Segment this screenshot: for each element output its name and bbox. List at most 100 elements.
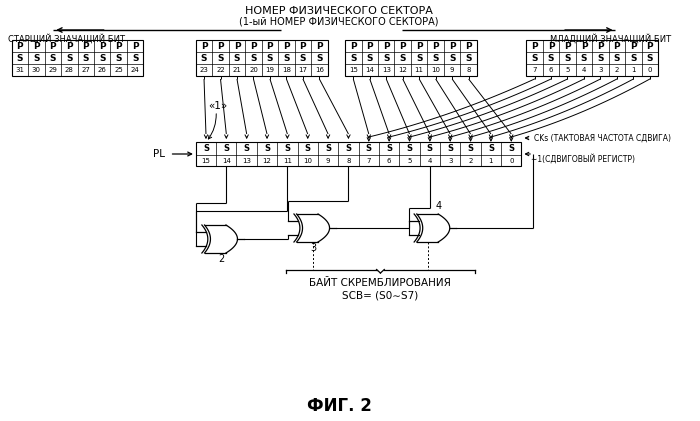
Text: S: S — [223, 144, 230, 153]
Text: СТАРШИЙ ЗНАЧАЩИЙ БИТ: СТАРШИЙ ЗНАЧАЩИЙ БИТ — [8, 34, 125, 44]
Text: S: S — [350, 53, 356, 62]
Text: S: S — [300, 53, 306, 62]
Text: 22: 22 — [216, 67, 225, 73]
Text: 12: 12 — [262, 157, 272, 163]
Text: P: P — [50, 42, 56, 51]
Text: 6: 6 — [387, 157, 391, 163]
Text: S: S — [427, 144, 433, 153]
Text: S: S — [345, 144, 351, 153]
Text: ∼1(СДВИГОВЫЙ РЕГИСТР): ∼1(СДВИГОВЫЙ РЕГИСТР) — [531, 154, 635, 163]
Text: P: P — [283, 42, 290, 51]
Text: S: S — [581, 53, 587, 62]
Text: P: P — [647, 42, 653, 51]
Text: S: S — [468, 144, 474, 153]
Text: 3: 3 — [448, 157, 452, 163]
Text: P: P — [116, 42, 122, 51]
Text: P: P — [383, 42, 390, 51]
Text: S: S — [325, 144, 331, 153]
Text: S: S — [531, 53, 538, 62]
Text: S: S — [366, 144, 372, 153]
Text: S: S — [250, 53, 257, 62]
Text: P: P — [581, 42, 587, 51]
Text: PL: PL — [153, 149, 164, 159]
Text: 2: 2 — [218, 254, 224, 264]
Text: 18: 18 — [282, 67, 291, 73]
Text: БАЙТ СКРЕМБЛИРОВАНИЯ: БАЙТ СКРЕМБЛИРОВАНИЯ — [309, 278, 452, 288]
Bar — [12, 40, 144, 76]
Text: S: S — [630, 53, 637, 62]
Text: P: P — [316, 42, 323, 51]
Text: S: S — [116, 53, 122, 62]
Text: P: P — [217, 42, 224, 51]
Text: 11: 11 — [283, 157, 292, 163]
Text: P: P — [547, 42, 554, 51]
Text: S: S — [433, 53, 439, 62]
Text: S: S — [284, 144, 290, 153]
Text: 21: 21 — [232, 67, 241, 73]
Text: 29: 29 — [48, 67, 57, 73]
Text: 4: 4 — [428, 157, 432, 163]
Text: P: P — [449, 42, 456, 51]
Text: S: S — [217, 53, 224, 62]
Text: 13: 13 — [242, 157, 251, 163]
Text: S: S — [447, 144, 453, 153]
Text: S: S — [647, 53, 653, 62]
Text: (1-ый НОМЕР ФИЗИЧЕСКОГО СЕКТОРА): (1-ый НОМЕР ФИЗИЧЕСКОГО СЕКТОРА) — [239, 16, 439, 26]
Text: 16: 16 — [315, 67, 324, 73]
Text: 1: 1 — [489, 157, 493, 163]
Text: P: P — [99, 42, 106, 51]
Text: S: S — [244, 144, 250, 153]
Text: P: P — [234, 42, 240, 51]
Bar — [526, 40, 658, 76]
Text: «1»: «1» — [209, 101, 228, 111]
Text: 15: 15 — [349, 67, 358, 73]
Text: 9: 9 — [326, 157, 330, 163]
Text: S: S — [597, 53, 603, 62]
Text: 24: 24 — [131, 67, 139, 73]
Text: P: P — [614, 42, 620, 51]
Text: МЛАДШИЙ ЗНАЧАЩИЙ БИТ: МЛАДШИЙ ЗНАЧАЩИЙ БИТ — [550, 34, 671, 44]
Text: P: P — [132, 42, 139, 51]
Text: 13: 13 — [382, 67, 391, 73]
Text: S: S — [449, 53, 456, 62]
Text: P: P — [83, 42, 89, 51]
Text: S: S — [614, 53, 620, 62]
Text: S: S — [508, 144, 514, 153]
Text: 6: 6 — [549, 67, 553, 73]
Text: P: P — [33, 42, 40, 51]
Text: S: S — [416, 53, 423, 62]
Text: 4: 4 — [582, 67, 586, 73]
Text: 27: 27 — [81, 67, 90, 73]
Text: S: S — [50, 53, 56, 62]
Text: 19: 19 — [265, 67, 274, 73]
Text: P: P — [267, 42, 273, 51]
Text: P: P — [66, 42, 73, 51]
Text: S: S — [400, 53, 406, 62]
Text: P: P — [531, 42, 538, 51]
Text: ФИГ. 2: ФИГ. 2 — [307, 397, 372, 415]
Text: S: S — [99, 53, 106, 62]
Text: P: P — [201, 42, 207, 51]
Text: S: S — [17, 53, 23, 62]
Text: S: S — [234, 53, 240, 62]
Text: S: S — [284, 53, 290, 62]
Text: 11: 11 — [414, 67, 424, 73]
Text: S: S — [316, 53, 323, 62]
Text: 25: 25 — [114, 67, 123, 73]
Text: P: P — [630, 42, 637, 51]
Text: 8: 8 — [466, 67, 471, 73]
Text: S: S — [132, 53, 139, 62]
Text: S: S — [203, 144, 209, 153]
Text: S: S — [304, 144, 311, 153]
Bar — [345, 40, 477, 76]
Text: P: P — [416, 42, 423, 51]
Text: S: S — [407, 144, 412, 153]
Text: 17: 17 — [298, 67, 307, 73]
Text: 2: 2 — [615, 67, 619, 73]
Text: SCB= (S0∼S7): SCB= (S0∼S7) — [342, 290, 419, 300]
Text: S: S — [564, 53, 570, 62]
Text: 5: 5 — [407, 157, 412, 163]
Text: S: S — [201, 53, 207, 62]
Text: P: P — [400, 42, 406, 51]
Text: S: S — [33, 53, 40, 62]
